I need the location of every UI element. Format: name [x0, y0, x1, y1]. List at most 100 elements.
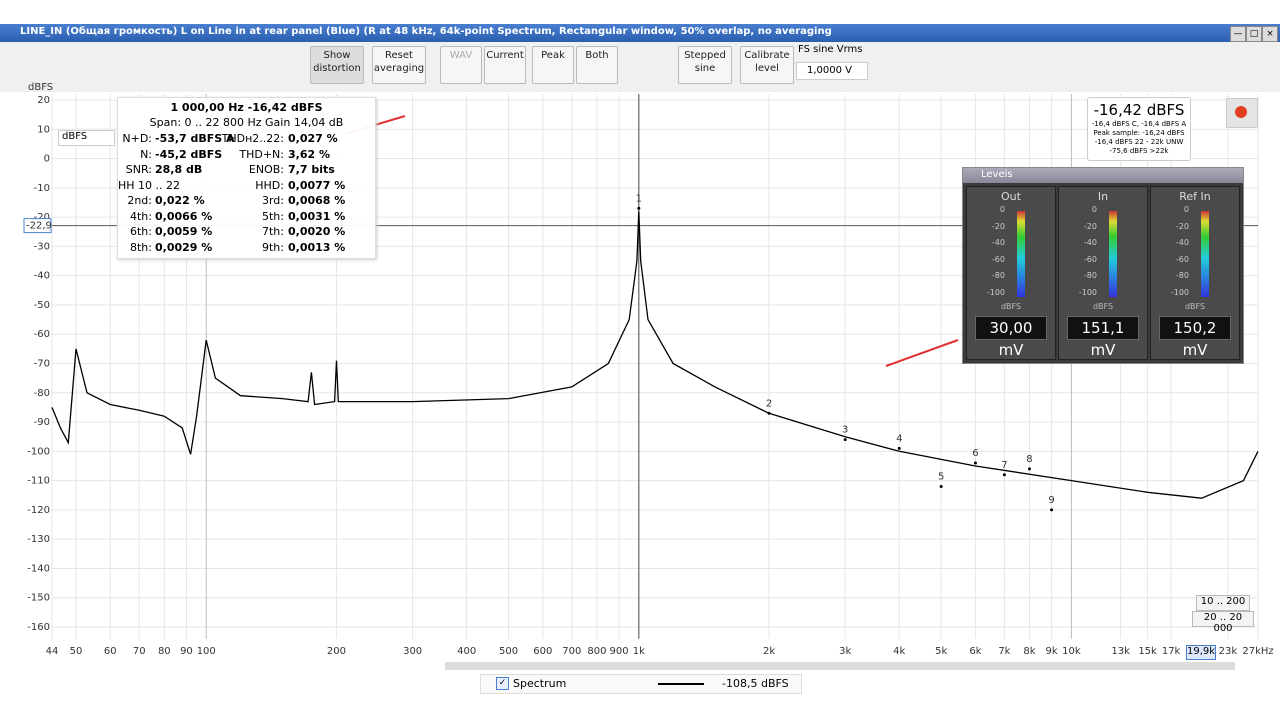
meter-value: 150,2 mV — [1159, 316, 1231, 359]
distortion-cell: 0,0059 % — [155, 225, 213, 238]
meter-scale-label: -100 — [1078, 287, 1097, 297]
x-tick-label: 90 — [180, 646, 193, 657]
distortion-cell: SNR: — [125, 163, 152, 176]
harmonic-label: 4 — [896, 433, 902, 444]
distortion-cell: N+D: — [122, 132, 152, 145]
y-tick-label: -50 — [34, 300, 50, 311]
window-button[interactable]: □ — [1246, 26, 1262, 42]
distortion-cell: 8th: — [130, 240, 152, 254]
fs-value[interactable]: 1,0000 V — [796, 62, 868, 80]
harmonic-label: 2 — [766, 398, 772, 409]
x-tick-label: 8k — [1023, 646, 1035, 657]
harmonic-marker — [767, 411, 771, 415]
unit-select[interactable]: dBFS — [58, 130, 115, 146]
toolbar-button[interactable]: WAV — [440, 46, 482, 84]
range-box[interactable]: 10 .. 200 — [1196, 595, 1250, 611]
y-tick-label: -60 — [34, 329, 50, 340]
distortion-panel: 1 000,00 Hz -16,42 dBFS Span: 0 .. 22 800… — [117, 97, 376, 259]
distortion-span: Span: 0 .. 22 800 Hz Gain 14,04 dB — [149, 116, 344, 129]
harmonic-label: 1 — [636, 193, 642, 204]
x-tick-label: 60 — [104, 646, 117, 657]
distortion-cell: 0,0013 % — [288, 240, 346, 254]
meter-scale-label: -20 — [1083, 221, 1097, 231]
readout-line: -16,4 dBFS C, -16,4 dBFS A — [1091, 120, 1187, 128]
meter-scale-label: 0 — [999, 205, 1005, 214]
distortion-cell: 2nd: — [127, 194, 152, 207]
title-bar — [0, 24, 1280, 42]
x-tick-label: 7k — [998, 646, 1010, 657]
distortion-cell: THDн2..22: — [221, 132, 284, 145]
x-tick-label: 200 — [327, 646, 346, 657]
cursor-label: -22,9 — [26, 221, 52, 232]
x-tick-label: 50 — [70, 646, 83, 657]
distortion-cell: HHD: — [255, 178, 284, 192]
distortion-cell: -53,7 dBFS A — [155, 132, 235, 145]
x-tick-label: 100 — [197, 646, 216, 657]
distortion-cell: HH 10 .. 22 — [118, 178, 181, 192]
toolbar-button[interactable]: Reset averaging — [372, 46, 426, 84]
distortion-cell: THD+N: — [239, 147, 284, 161]
meter-bar — [1109, 211, 1117, 297]
x-tick-label: 6k — [969, 646, 981, 657]
x-tick-label: 15k — [1138, 646, 1157, 657]
meter-scale-label: -100 — [1170, 287, 1189, 297]
toolbar-button[interactable]: Current — [484, 46, 526, 84]
readout-line: -16,4 dBFS 22 - 22k UNW — [1094, 138, 1184, 146]
window-button[interactable]: × — [1262, 26, 1278, 42]
y-tick-label: -90 — [34, 417, 50, 428]
meter-scale-label: -40 — [991, 238, 1005, 247]
x-tick-label: 10k — [1062, 646, 1081, 657]
distortion-cell: 0,0066 % — [155, 209, 213, 223]
y-tick-label: 0 — [44, 154, 50, 165]
meter-bar — [1017, 211, 1025, 297]
range-box[interactable]: 20 .. 20 000 — [1192, 611, 1254, 634]
spectrum-line — [51, 211, 1259, 499]
x-tick-label: 2k — [763, 646, 775, 657]
x-tick-label: 70 — [133, 646, 146, 657]
window-title: LINE_IN (Общая громкость) L on Line in a… — [20, 26, 832, 37]
meter-scale-label: -40 — [1083, 238, 1097, 247]
y-tick-label: 20 — [37, 95, 50, 106]
x-tick-label: 17k — [1162, 646, 1181, 657]
x-tick-label: 300 — [403, 646, 422, 657]
x-tick-label: 3k — [839, 646, 851, 657]
distortion-cell: 0,022 % — [155, 194, 205, 207]
distortion-cell: 0,0031 % — [288, 209, 346, 223]
meter-scale-label: -20 — [1175, 221, 1189, 231]
meter-unit: dBFS — [1092, 302, 1114, 311]
toolbar-button[interactable]: Peak — [532, 46, 574, 84]
distortion-cell: 0,0029 % — [155, 240, 213, 254]
x-tick-label: 800 — [587, 646, 606, 657]
legend-swatch — [658, 683, 704, 685]
window-button[interactable]: — — [1230, 26, 1246, 42]
harmonic-label: 3 — [842, 425, 848, 436]
distortion-cell: 6th: — [130, 225, 152, 238]
y-tick-label: -130 — [27, 534, 50, 545]
toolbar-button[interactable]: Both — [576, 46, 618, 84]
legend-checkbox[interactable]: ✓ — [496, 677, 509, 690]
harmonic-marker — [897, 446, 901, 450]
x-tick-label: 500 — [499, 646, 518, 657]
meter-value: 151,1 mV — [1067, 316, 1139, 359]
meter-scale-label: -80 — [991, 271, 1005, 280]
y-tick-label: -150 — [27, 593, 50, 604]
distortion-cell: 7,7 bits — [288, 163, 335, 176]
toolbar-button[interactable]: Show distortion — [310, 46, 364, 84]
y-tick-label: -140 — [27, 563, 50, 574]
meter-panel: Out 0 -20 -40 -60 -80 -100 dBFS 30,00 mV — [966, 186, 1056, 360]
levels-title: Levels — [981, 169, 1013, 180]
toolbar-button[interactable]: Stepped sine — [678, 46, 732, 84]
distortion-cell: 7th: — [262, 225, 284, 238]
x-tick-label: 4k — [893, 646, 905, 657]
distortion-cell: 28,8 dB — [155, 163, 203, 176]
distortion-cell: 3,62 % — [288, 147, 330, 161]
meter-panel: Ref In 0 -20 -40 -60 -80 -100 dBFS 150,2 mV — [1150, 186, 1240, 360]
meter-scale-label: -40 — [1175, 238, 1189, 247]
harmonic-marker — [1002, 473, 1006, 477]
y-tick-label: -120 — [27, 505, 50, 516]
distortion-cell: 3rd: — [261, 194, 284, 207]
toolbar-button[interactable]: Calibrate level — [740, 46, 794, 84]
frequency-box: 19,9k — [1186, 645, 1216, 660]
harmonic-label: 9 — [1048, 495, 1054, 506]
